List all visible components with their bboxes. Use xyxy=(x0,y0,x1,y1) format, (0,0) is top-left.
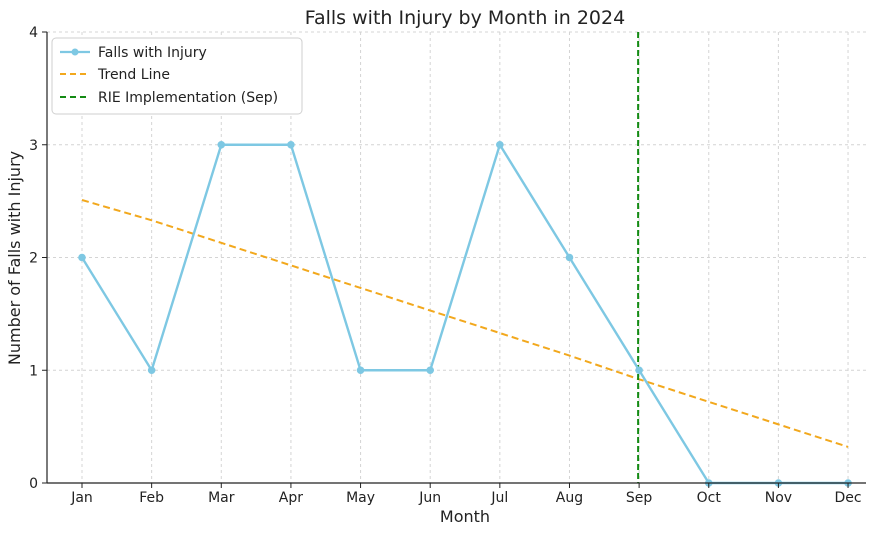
series-line-falls xyxy=(80,143,849,485)
x-axis-label: Month xyxy=(440,507,490,526)
x-tick-label-aug: Aug xyxy=(556,490,583,506)
x-tick-label-oct: Oct xyxy=(697,490,722,506)
data-point-mar xyxy=(217,140,226,149)
data-point-apr xyxy=(287,140,295,149)
data-point-aug xyxy=(565,253,574,262)
x-tick-labels: Jan Feb Mar Apr May Jun Jul Aug Sep Oct Nov Dec xyxy=(70,483,862,506)
x-tick-label-jun: Jun xyxy=(418,490,441,506)
y-tick-labels: 0 1 2 3 4 xyxy=(29,25,47,492)
x-tick-label-feb: Feb xyxy=(139,490,164,506)
y-tick-label-3: 3 xyxy=(29,138,38,154)
y-axis-label: Number of Falls with Injury xyxy=(5,151,24,365)
y-tick-label-4: 4 xyxy=(29,25,38,41)
x-tick-label-jan: Jan xyxy=(70,490,93,506)
legend-label-trend: Trend Line xyxy=(97,67,170,83)
legend-marker-falls xyxy=(71,48,79,56)
chart-title: Falls with Injury by Month in 2024 xyxy=(305,7,625,29)
x-tick-label-mar: Mar xyxy=(208,490,235,506)
series-line-trend xyxy=(81,199,849,448)
x-tick-label-may: May xyxy=(346,490,375,506)
data-point-feb xyxy=(147,366,156,375)
x-tick-label-jul: Jul xyxy=(490,490,508,506)
data-point-jul xyxy=(496,140,504,149)
data-point-sep xyxy=(635,366,643,375)
x-tick-label-sep: Sep xyxy=(626,490,653,506)
x-tick-label-apr: Apr xyxy=(279,490,303,506)
y-tick-label-1: 1 xyxy=(29,363,38,379)
data-point-jun xyxy=(426,366,435,375)
data-point-may xyxy=(356,366,365,375)
data-point-jan xyxy=(78,253,86,262)
x-tick-label-nov: Nov xyxy=(765,490,792,506)
y-tick-label-0: 0 xyxy=(29,476,38,492)
legend: Falls with Injury Trend Line RIE Impleme… xyxy=(51,37,303,115)
legend-box xyxy=(51,37,303,115)
legend-label-rie: RIE Implementation (Sep) xyxy=(98,90,278,106)
y-tick-label-2: 2 xyxy=(29,251,38,267)
x-tick-label-dec: Dec xyxy=(834,490,861,506)
legend-label-falls: Falls with Injury xyxy=(98,45,207,61)
